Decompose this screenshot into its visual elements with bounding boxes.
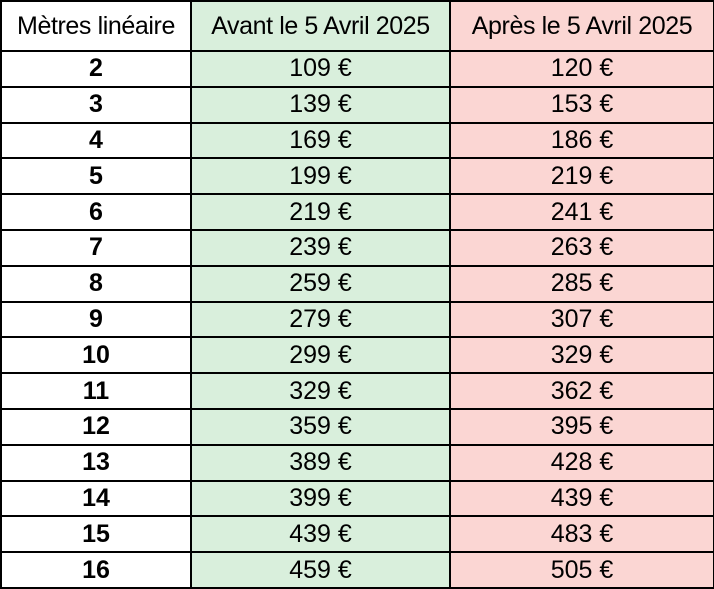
cell-price-after: 219 € bbox=[449, 157, 714, 196]
table-body: 2 109 €120 €3 139 €153 €4 169 €186 €5 199 €2… bbox=[0, 50, 714, 589]
cell-price-after: 241 € bbox=[449, 193, 714, 231]
table-row: 2 109 €120 € bbox=[0, 50, 714, 88]
table-row: 4 169 €186 € bbox=[0, 121, 714, 160]
cell-price-after: 285 € bbox=[449, 264, 714, 303]
cell-price-after: 439 € bbox=[449, 479, 714, 518]
cell-price-before: 239 € bbox=[190, 228, 451, 267]
table-row: 14 399 €439 € bbox=[0, 479, 714, 518]
table-row: 12 359 €395 € bbox=[0, 407, 714, 446]
cell-meters: 5 bbox=[0, 157, 192, 196]
header-before: Avant le 5 Avril 2025 bbox=[190, 0, 451, 52]
cell-price-after: 329 € bbox=[449, 336, 714, 375]
cell-price-before: 399 € bbox=[190, 479, 451, 518]
cell-price-before: 259 € bbox=[190, 264, 451, 303]
cell-meters: 15 bbox=[0, 515, 192, 554]
table-row: 8 259 €285 € bbox=[0, 264, 714, 303]
table-row: 11 329 €362 € bbox=[0, 372, 714, 410]
cell-price-after: 395 € bbox=[449, 407, 714, 446]
header-row: Mètres linéaire Avant le 5 Avril 2025 Ap… bbox=[0, 0, 714, 52]
cell-meters: 16 bbox=[0, 551, 192, 589]
cell-meters: 10 bbox=[0, 336, 192, 375]
header-meters: Mètres linéaire bbox=[0, 0, 192, 52]
cell-price-before: 199 € bbox=[190, 157, 451, 196]
cell-price-after: 483 € bbox=[449, 515, 714, 554]
cell-price-before: 329 € bbox=[190, 372, 451, 410]
header-after: Après le 5 Avril 2025 bbox=[449, 0, 714, 52]
cell-price-after: 153 € bbox=[449, 85, 714, 124]
table-row: 3 139 €153 € bbox=[0, 85, 714, 124]
cell-meters: 9 bbox=[0, 300, 192, 339]
cell-price-after: 120 € bbox=[449, 50, 714, 88]
cell-price-after: 263 € bbox=[449, 228, 714, 267]
cell-price-before: 439 € bbox=[190, 515, 451, 554]
cell-price-after: 362 € bbox=[449, 372, 714, 410]
cell-meters: 6 bbox=[0, 193, 192, 231]
cell-price-before: 139 € bbox=[190, 85, 451, 124]
table-row: 16 459 €505 € bbox=[0, 551, 714, 589]
cell-meters: 13 bbox=[0, 443, 192, 482]
table-row: 5 199 €219 € bbox=[0, 157, 714, 196]
table-row: 9 279 €307 € bbox=[0, 300, 714, 339]
cell-price-after: 428 € bbox=[449, 443, 714, 482]
cell-meters: 14 bbox=[0, 479, 192, 518]
cell-meters: 12 bbox=[0, 407, 192, 446]
cell-price-before: 389 € bbox=[190, 443, 451, 482]
cell-price-before: 109 € bbox=[190, 50, 451, 88]
table-row: 15 439 €483 € bbox=[0, 515, 714, 554]
table-header: Mètres linéaire Avant le 5 Avril 2025 Ap… bbox=[0, 0, 714, 52]
cell-price-after: 186 € bbox=[449, 121, 714, 160]
cell-meters: 7 bbox=[0, 228, 192, 267]
cell-meters: 11 bbox=[0, 372, 192, 410]
cell-meters: 3 bbox=[0, 85, 192, 124]
cell-price-after: 307 € bbox=[449, 300, 714, 339]
cell-price-before: 459 € bbox=[190, 551, 451, 589]
cell-meters: 8 bbox=[0, 264, 192, 303]
cell-meters: 4 bbox=[0, 121, 192, 160]
cell-price-before: 359 € bbox=[190, 407, 451, 446]
cell-price-before: 169 € bbox=[190, 121, 451, 160]
table-row: 6 219 €241 € bbox=[0, 193, 714, 231]
table-row: 13 389 €428 € bbox=[0, 443, 714, 482]
cell-price-before: 279 € bbox=[190, 300, 451, 339]
cell-price-before: 219 € bbox=[190, 193, 451, 231]
cell-meters: 2 bbox=[0, 50, 192, 88]
table-row: 7 239 €263 € bbox=[0, 228, 714, 267]
table-row: 10 299 €329 € bbox=[0, 336, 714, 375]
cell-price-before: 299 € bbox=[190, 336, 451, 375]
cell-price-after: 505 € bbox=[449, 551, 714, 589]
